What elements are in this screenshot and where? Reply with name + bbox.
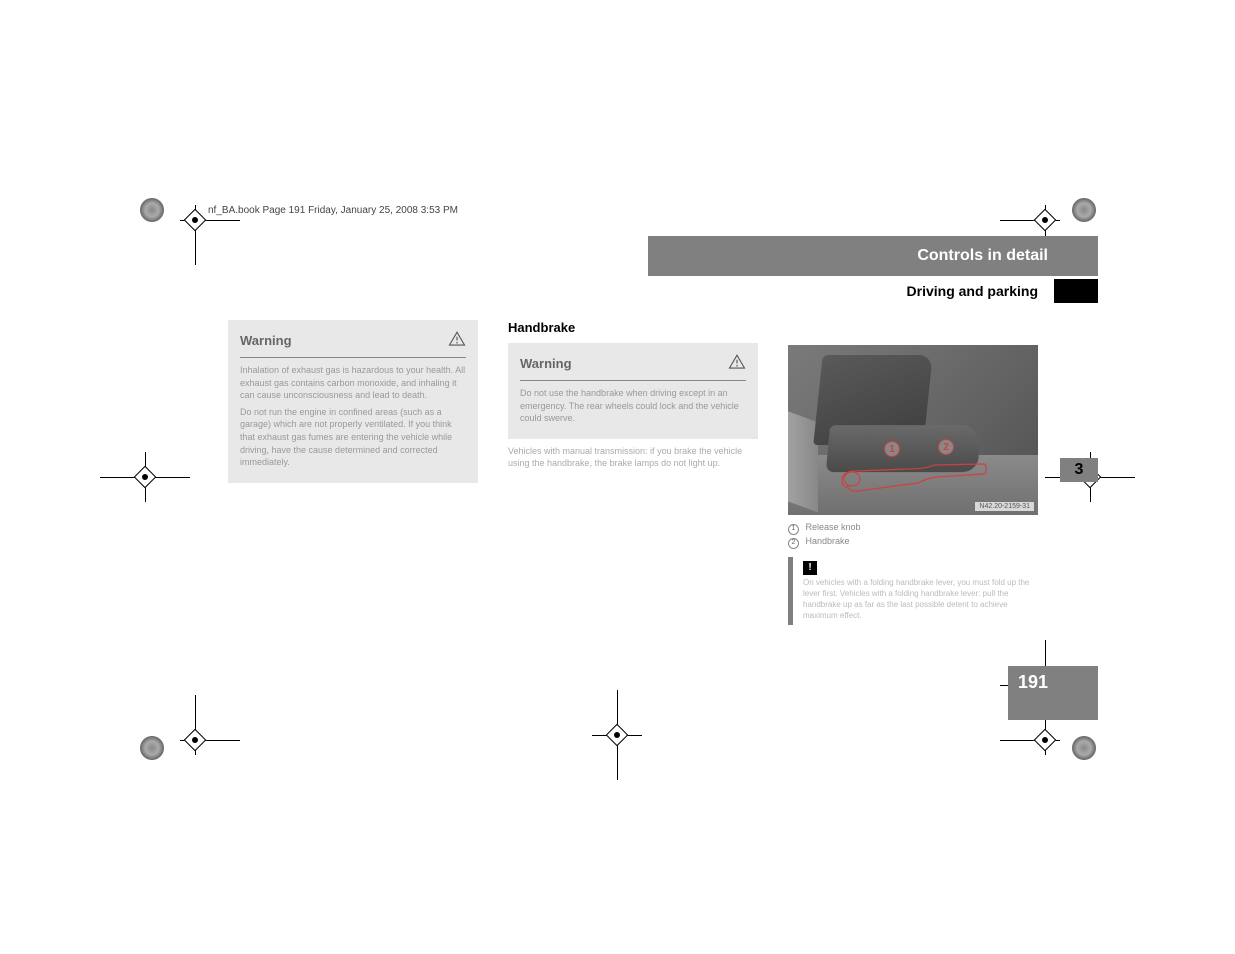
handbrake-illustration: 1 2 N42.20-2159-31 bbox=[788, 345, 1038, 515]
legend-text-2: Handbrake bbox=[806, 536, 850, 546]
page-content: nf_BA.book Page 191 Friday, January 25, … bbox=[228, 210, 1048, 710]
section-title: Driving and parking bbox=[648, 283, 1048, 299]
warning-triangle-icon bbox=[728, 353, 746, 376]
column-3: 1 2 N42.20-2159-31 1 Release knob 2 Hand… bbox=[788, 345, 1038, 625]
image-id-plate: N42.20-2159-31 bbox=[975, 502, 1034, 511]
warning-box-2: Warning Do not use the handbrake when dr… bbox=[508, 343, 758, 439]
breadcrumb: nf_BA.book Page 191 Friday, January 25, … bbox=[208, 205, 458, 216]
warning-box-1: Warning Inhalation of exhaust gas is haz… bbox=[228, 320, 478, 483]
legend-item-2: 2 Handbrake bbox=[788, 535, 1038, 549]
legend-text-1: Release knob bbox=[806, 522, 861, 532]
warning-body-1b: Do not run the engine in confined areas … bbox=[240, 406, 466, 469]
page-number-box: 191 bbox=[1008, 666, 1098, 720]
warning-body-1a: Inhalation of exhaust gas is hazardous t… bbox=[240, 364, 466, 402]
legend-num-2: 2 bbox=[788, 538, 799, 549]
handbrake-outline bbox=[838, 461, 988, 497]
warning-title-2: Warning bbox=[520, 355, 572, 373]
callout-1: 1 bbox=[884, 441, 900, 457]
reg-mark-left bbox=[100, 432, 190, 522]
legend-item-1: 1 Release knob bbox=[788, 521, 1038, 535]
header-black-chip bbox=[1054, 279, 1098, 303]
warning-body-2: Do not use the handbrake when driving ex… bbox=[520, 387, 746, 425]
column-1: Warning Inhalation of exhaust gas is haz… bbox=[228, 320, 478, 483]
warning-triangle-icon bbox=[448, 330, 466, 353]
chapter-title-bar: Controls in detail bbox=[648, 236, 1098, 276]
page-number: 191 bbox=[1018, 672, 1048, 692]
warning-title-1: Warning bbox=[240, 332, 292, 350]
side-tab: 3 bbox=[1060, 458, 1098, 482]
handbrake-heading: Handbrake bbox=[508, 320, 758, 335]
chapter-title: Controls in detail bbox=[917, 247, 1048, 265]
note-box: ! On vehicles with a folding handbrake l… bbox=[788, 557, 1038, 626]
reg-mark-tl bbox=[150, 175, 240, 265]
note-text: On vehicles with a folding handbrake lev… bbox=[803, 577, 1032, 622]
legend-num-1: 1 bbox=[788, 524, 799, 535]
callout-2: 2 bbox=[938, 439, 954, 455]
legend: 1 Release knob 2 Handbrake bbox=[788, 521, 1038, 549]
col2-body-after: Vehicles with manual transmission: if yo… bbox=[508, 445, 758, 470]
reg-mark-bl bbox=[150, 695, 240, 785]
note-exclaim-icon: ! bbox=[803, 561, 817, 575]
column-2: Handbrake Warning Do not use the handbra… bbox=[508, 320, 758, 470]
